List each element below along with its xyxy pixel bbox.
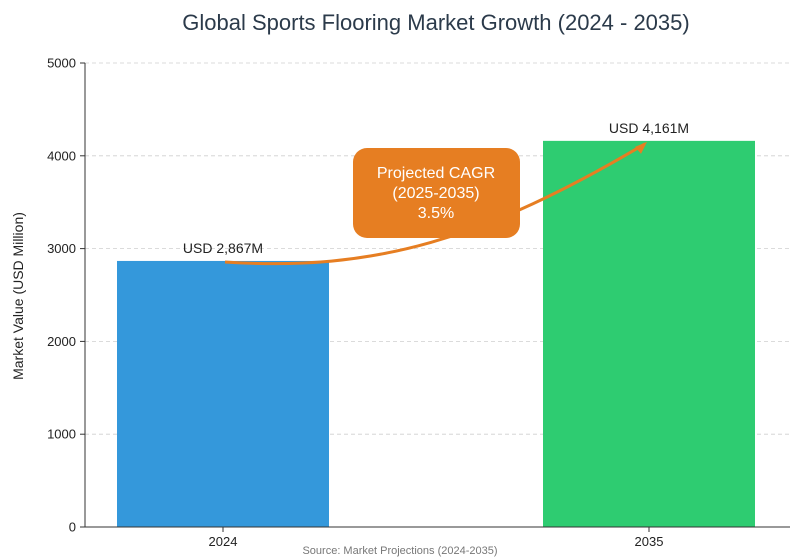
annotation-box: [353, 148, 520, 238]
bar-2024: [117, 260, 329, 527]
cagr-annotation: Projected CAGR (2025-2035) 3.5%: [224, 141, 647, 266]
bars: [117, 140, 755, 528]
annotation-text: (2025-2035): [392, 185, 479, 202]
y-tick-label: 4000: [47, 148, 76, 163]
source-note: Source: Market Projections (2024-2035): [302, 545, 497, 557]
y-tick-label: 5000: [47, 56, 76, 71]
x-tick-label: 2024: [209, 534, 238, 549]
y-tick-label: 3000: [47, 241, 76, 256]
x-ticks: 2024 2035: [209, 527, 664, 549]
data-label: USD 4,161M: [609, 120, 689, 136]
data-labels: USD 2,867M USD 4,161M: [183, 120, 689, 256]
bar-2035: [543, 140, 755, 528]
data-label: USD 2,867M: [183, 240, 263, 256]
y-ticks: 0 1000 2000 3000 4000 5000: [47, 56, 85, 535]
arrow-head-icon: [635, 141, 647, 154]
y-tick-label: 2000: [47, 334, 76, 349]
x-tick-label: 2035: [635, 534, 664, 549]
y-axis-label: Market Value (USD Million): [10, 212, 26, 380]
y-tick-label: 0: [69, 520, 76, 535]
chart-title: Global Sports Flooring Market Growth (20…: [182, 10, 689, 35]
annotation-text: Projected CAGR: [377, 165, 495, 182]
axes: [84, 63, 790, 528]
cagr-arrow: [224, 142, 646, 266]
y-tick-label: 1000: [47, 427, 76, 442]
annotation-text: 3.5%: [418, 205, 454, 222]
